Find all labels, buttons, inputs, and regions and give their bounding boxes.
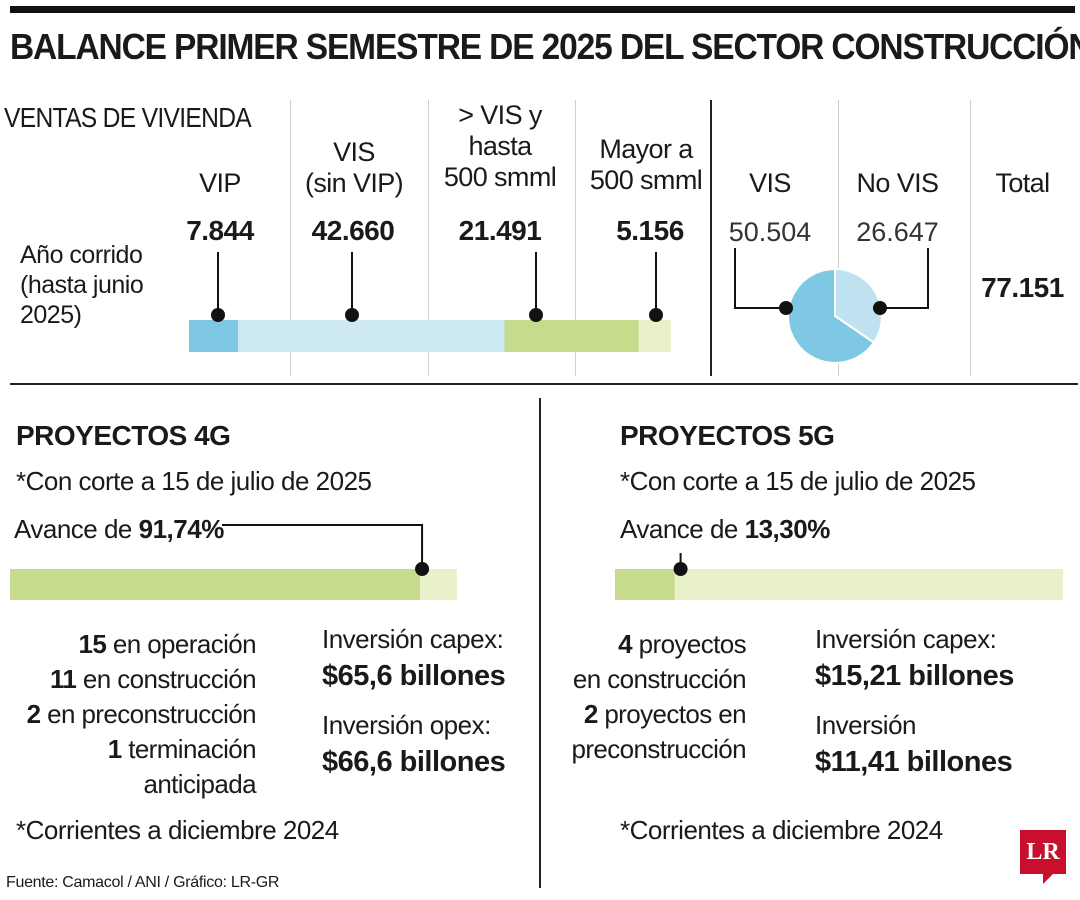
period-label: Año corrido (hasta junio 2025) — [20, 241, 144, 329]
pie-slice-novis — [834, 267, 883, 344]
g4-avance-value: 91,74% — [138, 514, 225, 544]
g4-inv2-label: Inversión opex: — [322, 710, 491, 740]
g5-heading: PROYECTOS 5G — [620, 420, 835, 451]
g5-leader-dot — [673, 562, 688, 576]
novis-leader-line — [880, 248, 929, 309]
top-rule — [10, 6, 1075, 13]
pie-slice-vis — [787, 267, 876, 364]
novis-head: No VIS — [856, 168, 940, 198]
category-value-vis: 42.660 — [311, 215, 395, 246]
g4-inv2-value: $66,6 billones — [322, 746, 506, 778]
sales-stacked-bar-chart — [189, 252, 671, 352]
bar-segment-4 — [638, 320, 671, 352]
g4-fill — [10, 569, 421, 600]
g5-progress-bar — [615, 553, 1063, 600]
g4-stat-row: 11 en construcción — [49, 664, 257, 694]
g5-inv1-label: Inversión capex: — [815, 624, 997, 654]
g4-inv1-label: Inversión capex: — [322, 624, 504, 654]
bar-segment-3 — [504, 320, 639, 352]
g5-note: *Corrientes a diciembre 2024 — [620, 815, 943, 845]
column-divider — [838, 100, 839, 376]
leader-dot-1 — [211, 308, 225, 322]
vis-value: 50.504 — [728, 217, 812, 247]
column-divider — [290, 100, 291, 376]
category-head-vis-500: > VIS y hasta 500 smml — [443, 100, 557, 192]
g5-fill — [615, 569, 675, 600]
category-head-mayor-500: Mayor a 500 smml — [589, 134, 703, 195]
leader-dot-3 — [529, 308, 543, 322]
g4-note: *Corrientes a diciembre 2024 — [16, 815, 339, 845]
source-text: Fuente: Camacol / ANI / Gráfico: LR-GR — [6, 874, 280, 891]
total-value: 77.151 — [981, 272, 1064, 303]
category-head-vip: VIP — [199, 168, 241, 198]
g5-stat-row: 2 proyectos en — [583, 699, 747, 729]
column-divider — [428, 100, 429, 376]
leader-dot-2 — [345, 308, 359, 322]
page-title: BALANCE PRIMER SEMESTRE DE 2025 DEL SECT… — [10, 26, 1080, 67]
bar-segment-1 — [189, 320, 239, 352]
g4-stat-row: 1 terminación anticipada — [107, 734, 257, 799]
vis-leader-line — [734, 248, 786, 309]
g5-stats: 4 proyectos en construcción 2 proyectos … — [560, 627, 746, 767]
category-value-vis-500: 21.491 — [458, 215, 542, 246]
g5-inv1-value: $15,21 billones — [815, 660, 1014, 692]
section-divider — [710, 100, 712, 376]
novis-leader-dot — [873, 301, 887, 315]
ventas-section-label: VENTAS DE VIVIENDA — [4, 102, 252, 133]
category-value-mayor-500: 5.156 — [616, 215, 684, 246]
category-head-vis: VIS (sin VIP) — [304, 137, 404, 198]
projects-divider — [539, 398, 541, 888]
g5-avance: Avance de 13,30% — [620, 514, 831, 544]
column-divider — [970, 100, 971, 376]
g5-cutoff: *Con corte a 15 de julio de 2025 — [620, 466, 976, 496]
bar-segment-2 — [238, 320, 505, 352]
g4-progress-bar — [10, 524, 457, 600]
column-divider — [575, 100, 576, 376]
horizontal-divider — [10, 383, 1078, 385]
g4-leader-line — [222, 524, 424, 569]
category-value-vip: 7.844 — [186, 215, 254, 246]
g5-stat-row: en construcción — [572, 664, 747, 694]
g5-inv2-value: $11,41 billones — [815, 746, 1013, 778]
g5-stat-row: 4 proyectos — [618, 629, 746, 659]
leader-dot-4 — [649, 308, 663, 322]
g4-stat-row: 15 en operación — [78, 629, 257, 659]
total-head: Total — [995, 168, 1050, 198]
g4-inv1-value: $65,6 billones — [322, 660, 506, 692]
g5-stat-row: preconstrucción — [571, 734, 746, 764]
g5-inv2-label: Inversión — [815, 710, 917, 740]
lr-logo-tail — [1043, 872, 1055, 884]
g4-cutoff: *Con corte a 15 de julio de 2025 — [16, 466, 372, 496]
g5-track — [615, 569, 1063, 600]
g4-stats: 15 en operación 11 en construcción 2 en … — [0, 627, 257, 802]
g4-heading: PROYECTOS 4G — [16, 420, 231, 451]
g5-avance-value: 13,30% — [744, 514, 831, 544]
g4-stat-row: 2 en preconstrucción — [26, 699, 257, 729]
novis-value: 26.647 — [856, 217, 939, 247]
g4-avance: Avance de 91,74% — [14, 514, 225, 544]
lr-logo: LR — [1020, 830, 1066, 874]
vis-head: VIS — [749, 168, 791, 198]
vis-pie-chart — [734, 248, 929, 364]
vis-leader-dot — [779, 301, 793, 315]
g4-leader-dot — [415, 562, 430, 576]
